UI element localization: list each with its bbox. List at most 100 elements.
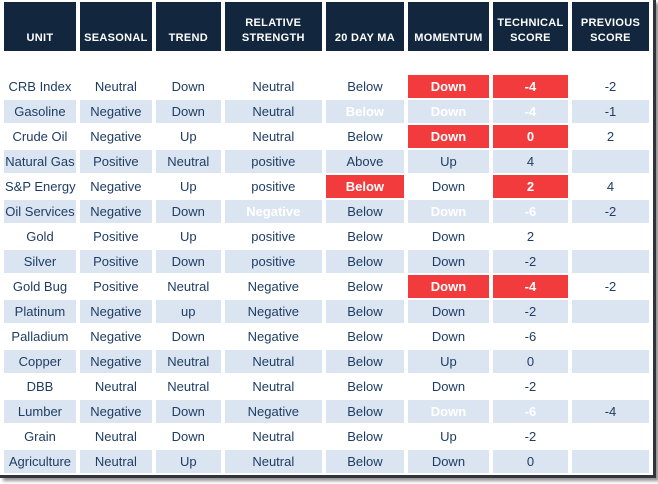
- cell: Neutral: [224, 100, 322, 123]
- table-row: Agriculture Neutral Up Neutral Below Down 0: [4, 450, 649, 473]
- cell: Up: [155, 225, 221, 248]
- cell: Neutral: [224, 125, 322, 148]
- cell: Below: [325, 300, 404, 323]
- unit-cell: Oil Services: [4, 200, 76, 223]
- unit-cell: Lumber: [4, 400, 76, 423]
- cell: Negative: [79, 325, 152, 348]
- cell: Below: [325, 400, 404, 423]
- cell: Down: [155, 425, 221, 448]
- cell: Negative: [79, 100, 152, 123]
- cell: positive: [224, 150, 322, 173]
- unit-cell: Gold Bug: [4, 275, 76, 298]
- cell: Down: [155, 200, 221, 223]
- unit-cell: Palladium: [4, 325, 76, 348]
- cell: Up: [407, 425, 489, 448]
- spacer-row: [4, 53, 649, 73]
- cell: [571, 375, 649, 398]
- cell: Below: [325, 375, 404, 398]
- table-row: Palladium Negative Down Negative Below Down -6: [4, 325, 649, 348]
- cell: 0: [492, 125, 568, 148]
- table-row: S&P Energy Negative Up positive Below Down 2 4: [4, 175, 649, 198]
- cell: -2: [492, 300, 568, 323]
- header-row: UNIT SEASONAL TREND RELATIVE STRENGTH 20 DAY…: [4, 2, 649, 51]
- col-header-technical-score: TECHNICAL SCORE: [492, 2, 568, 51]
- table-row: Gold Bug Positive Neutral Negative Below Down…: [4, 275, 649, 298]
- cell: Down: [407, 275, 489, 298]
- cell: [571, 450, 649, 473]
- cell: Neutral: [79, 375, 152, 398]
- cell: Down: [407, 175, 489, 198]
- cell: [571, 250, 649, 273]
- cell: -6: [492, 325, 568, 348]
- cell: -6: [492, 400, 568, 423]
- cell: positive: [224, 225, 322, 248]
- table-row: Grain Neutral Down Neutral Below Up -2: [4, 425, 649, 448]
- cell: Up: [407, 350, 489, 373]
- cell: Below: [325, 450, 404, 473]
- cell: Neutral: [79, 425, 152, 448]
- col-header-trend: TREND: [155, 2, 221, 51]
- table-row: Oil Services Negative Down Negative Below Dow…: [4, 200, 649, 223]
- cell: Neutral: [224, 425, 322, 448]
- cell: Negative: [79, 300, 152, 323]
- cell: positive: [224, 175, 322, 198]
- cell: Negative: [224, 275, 322, 298]
- table-row: Crude Oil Negative Up Neutral Below Down 0 2: [4, 125, 649, 148]
- cell: -4: [492, 75, 568, 98]
- cell: Positive: [79, 275, 152, 298]
- table-row: Platinum Negative up Negative Below Down -2: [4, 300, 649, 323]
- unit-cell: Platinum: [4, 300, 76, 323]
- cell: Neutral: [155, 350, 221, 373]
- cell: Below: [325, 100, 404, 123]
- cell: Down: [155, 400, 221, 423]
- table-row: Natural Gas Positive Neutral positive Above U…: [4, 150, 649, 173]
- cell: Down: [155, 100, 221, 123]
- col-header-seasonal: SEASONAL: [79, 2, 152, 51]
- cell: Neutral: [79, 450, 152, 473]
- unit-cell: DBB: [4, 375, 76, 398]
- cell: Below: [325, 250, 404, 273]
- spacer-cell: [4, 53, 76, 73]
- table-row: Copper Negative Neutral Neutral Below Up 0: [4, 350, 649, 373]
- cell: Below: [325, 425, 404, 448]
- cell: Negative: [79, 350, 152, 373]
- cell: 4: [571, 175, 649, 198]
- cell: [571, 150, 649, 173]
- cell: Up: [155, 125, 221, 148]
- cell: Neutral: [224, 350, 322, 373]
- cell: [571, 350, 649, 373]
- cell: Down: [155, 75, 221, 98]
- table-row: DBB Neutral Neutral Neutral Below Down -2: [4, 375, 649, 398]
- cell: Neutral: [224, 375, 322, 398]
- cell: -2: [571, 200, 649, 223]
- spacer-cell: [155, 53, 221, 73]
- unit-cell: Silver: [4, 250, 76, 273]
- unit-cell: Copper: [4, 350, 76, 373]
- cell: Positive: [79, 150, 152, 173]
- cell: Below: [325, 175, 404, 198]
- cell: Negative: [224, 400, 322, 423]
- col-header-momentum: MOMENTUM: [407, 2, 489, 51]
- cell: Below: [325, 325, 404, 348]
- cell: Below: [325, 125, 404, 148]
- cell: Neutral: [155, 150, 221, 173]
- cell: Positive: [79, 250, 152, 273]
- cell: positive: [224, 250, 322, 273]
- col-header-previous-score: PREVIOUS SCORE: [571, 2, 649, 51]
- cell: Down: [407, 400, 489, 423]
- table-row: Lumber Negative Down Negative Below Down -6 -4: [4, 400, 649, 423]
- cell: -2: [492, 375, 568, 398]
- cell: 2: [492, 175, 568, 198]
- spacer-cell: [407, 53, 489, 73]
- cell: Up: [155, 450, 221, 473]
- cell: Down: [407, 250, 489, 273]
- cell: -2: [571, 275, 649, 298]
- cell: Down: [407, 375, 489, 398]
- cell: [571, 425, 649, 448]
- cell: Below: [325, 75, 404, 98]
- cell: Down: [407, 200, 489, 223]
- spacer-cell: [325, 53, 404, 73]
- table-row: Silver Positive Down positive Below Down -2: [4, 250, 649, 273]
- cell: [571, 325, 649, 348]
- cell: Negative: [224, 200, 322, 223]
